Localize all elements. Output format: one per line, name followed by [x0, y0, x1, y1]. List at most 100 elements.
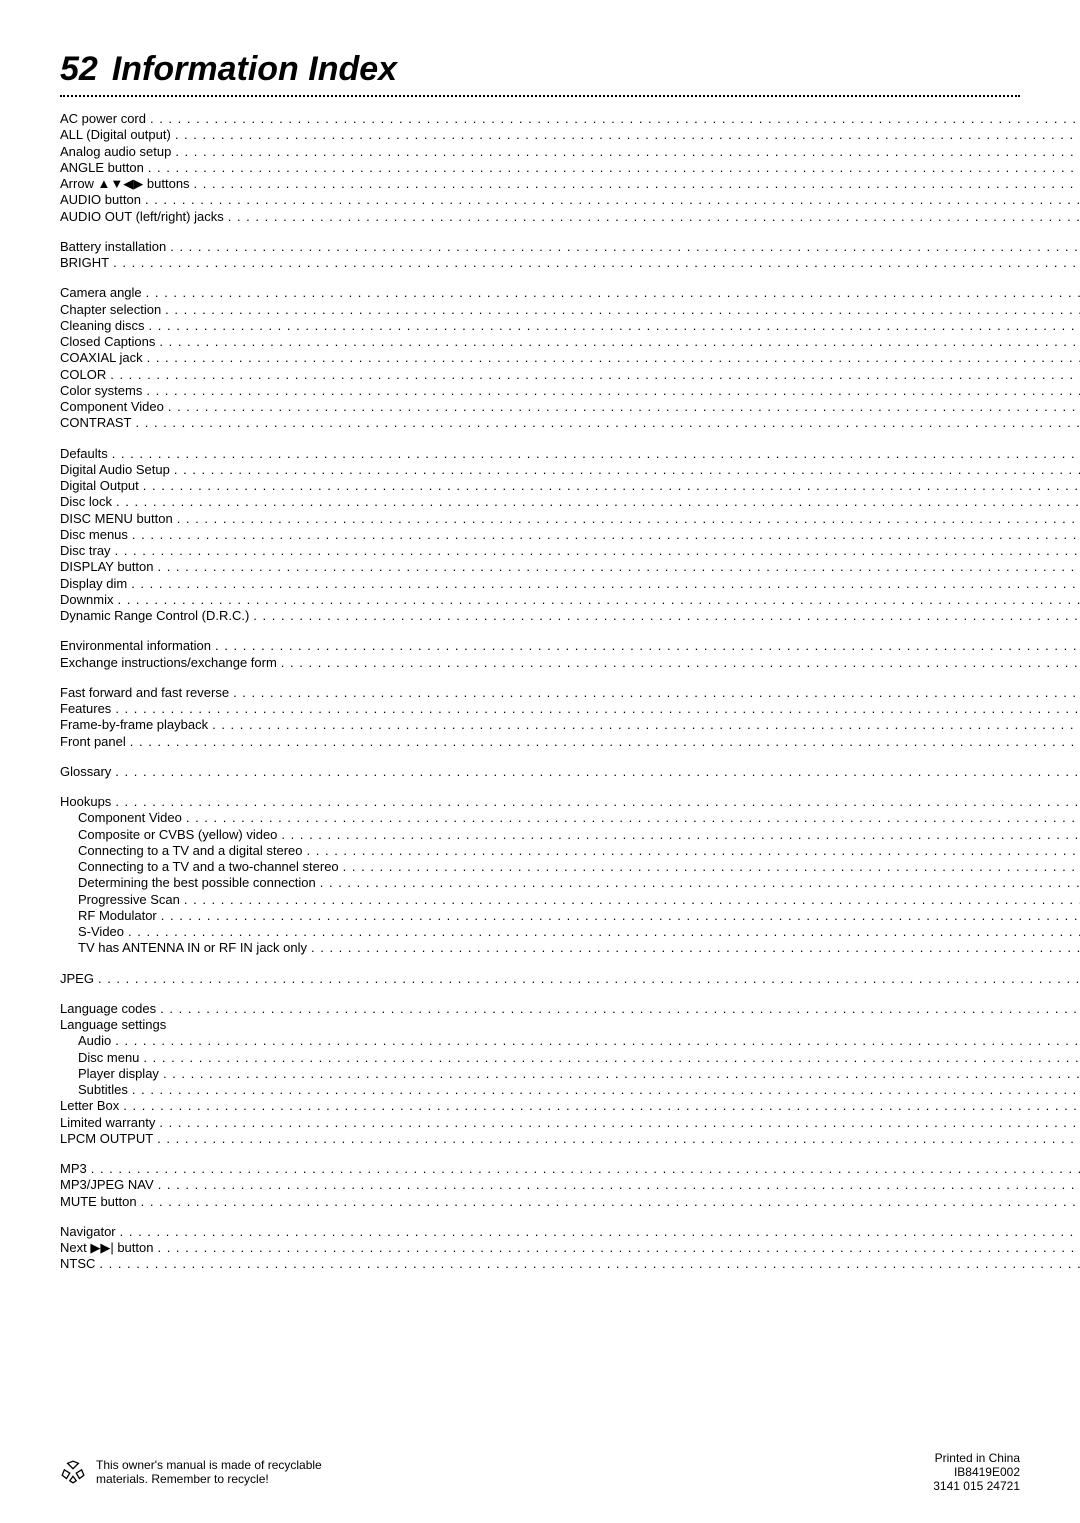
- index-entry: AUDIO button17, 25: [60, 192, 1080, 208]
- index-term: Progressive Scan: [78, 892, 180, 908]
- index-left-column: AC power cord19ALL (Digital output)40Ana…: [60, 111, 1080, 1273]
- index-term: Component Video: [60, 399, 164, 415]
- index-entry: CONTRAST36-37: [60, 415, 1080, 431]
- index-term: Disc menus: [60, 527, 128, 543]
- index-leader-dots: [112, 494, 1080, 510]
- index-term: COAXIAL jack: [60, 350, 143, 366]
- index-term: Defaults: [60, 446, 108, 462]
- index-term: COLOR: [60, 367, 106, 383]
- index-entry: Frame-by-frame playback22: [60, 717, 1080, 733]
- index-leader-dots: [155, 334, 1080, 350]
- index-leader-dots: [161, 302, 1080, 318]
- index-entry: Disc menus20: [60, 527, 1080, 543]
- index-leader-dots: [142, 383, 1080, 399]
- index-term: JPEG: [60, 971, 94, 987]
- index-term: Color systems: [60, 383, 142, 399]
- index-term: Arrow ▲▼◀▶ buttons: [60, 176, 190, 192]
- index-entry: COAXIAL jack15, 19, 40: [60, 350, 1080, 366]
- index-entry: AUDIO OUT (left/right) jacks10-14, 19: [60, 209, 1080, 225]
- index-entry: Determining the best possible connection…: [60, 875, 1080, 891]
- index-entry: Chapter selection20: [60, 302, 1080, 318]
- index-entry: Features6: [60, 701, 1080, 717]
- index-leader-dots: [94, 971, 1080, 987]
- index-entry: MUTE button17: [60, 1194, 1080, 1210]
- index-leader-dots: [208, 717, 1080, 733]
- index-leader-dots: [139, 478, 1080, 494]
- index-term: Hookups: [60, 794, 111, 810]
- index-term: Disc menu: [78, 1050, 139, 1066]
- index-entry: Connecting to a TV and a digital stereo1…: [60, 843, 1080, 859]
- index-leader-dots: [339, 859, 1080, 875]
- index-term: CONTRAST: [60, 415, 132, 431]
- footer-recycle-text: This owner's manual is made of recyclabl…: [96, 1458, 322, 1486]
- page-title: Information Index: [112, 50, 397, 89]
- index-leader-dots: [128, 1082, 1080, 1098]
- index-entry: Closed Captions42: [60, 334, 1080, 350]
- index-entry: Audio25: [60, 1033, 1080, 1049]
- index-term: Glossary: [60, 764, 111, 780]
- index-term: LPCM OUTPUT: [60, 1131, 153, 1147]
- index-leader-dots: [116, 1224, 1080, 1240]
- index-entry: Next ▶▶| button16-17, 20-21: [60, 1240, 1080, 1256]
- index-term: Dynamic Range Control (D.R.C.): [60, 608, 249, 624]
- index-leader-dots: [303, 843, 1080, 859]
- footer-left-line1: This owner's manual is made of recyclabl…: [96, 1458, 322, 1472]
- group-gap: [60, 671, 1080, 685]
- index-term: Language settings: [60, 1017, 166, 1033]
- index-leader-dots: [111, 1033, 1080, 1049]
- index-term: ANGLE button: [60, 160, 144, 176]
- index-term: Exchange instructions/exchange form: [60, 655, 277, 671]
- index-entry: MP3/JPEG NAV33: [60, 1177, 1080, 1193]
- index-term: Features: [60, 701, 111, 717]
- index-leader-dots: [159, 1066, 1080, 1082]
- index-term: Battery installation: [60, 239, 166, 255]
- index-leader-dots: [171, 127, 1080, 143]
- index-entry: Hookups9-15: [60, 794, 1080, 810]
- footer-left-line2: materials. Remember to recycle!: [96, 1472, 322, 1486]
- index-term: TV has ANTENNA IN or RF IN jack only: [78, 940, 307, 956]
- index-entry: ALL (Digital output)40: [60, 127, 1080, 143]
- index-leader-dots: [139, 1050, 1080, 1066]
- index-term: Front panel: [60, 734, 126, 750]
- index-term: Subtitles: [78, 1082, 128, 1098]
- index-term: MP3/JPEG NAV: [60, 1177, 154, 1193]
- index-term: AUDIO OUT (left/right) jacks: [60, 209, 224, 225]
- index-entry: Progressive Scan13, 38: [60, 892, 1080, 908]
- index-entry: JPEG33-34: [60, 971, 1080, 987]
- index-term: NTSC: [60, 1256, 95, 1272]
- index-leader-dots: [166, 239, 1080, 255]
- index-leader-dots: [126, 734, 1080, 750]
- recycle-icon: [60, 1459, 86, 1485]
- index-entry: Limited warranty50-51: [60, 1115, 1080, 1131]
- index-leader-dots: [153, 1131, 1080, 1147]
- index-entry: Glossary48: [60, 764, 1080, 780]
- index-entry: ANGLE button17, 23: [60, 160, 1080, 176]
- index-leader-dots: [127, 576, 1080, 592]
- index-leader-dots: [153, 1240, 1080, 1256]
- index-entry: Arrow ▲▼◀▶ buttons17, 20-21: [60, 176, 1080, 192]
- index-leader-dots: [119, 1098, 1080, 1114]
- index-entry: Cleaning discs6: [60, 318, 1080, 334]
- index-leader-dots: [153, 559, 1080, 575]
- index-term: ALL (Digital output): [60, 127, 171, 143]
- group-gap: [60, 1210, 1080, 1224]
- index-term: BRIGHT: [60, 255, 109, 271]
- group-gap: [60, 624, 1080, 638]
- index-leader-dots: [164, 399, 1080, 415]
- page-title-row: 52 Information Index: [60, 50, 1020, 89]
- index-entry: Environmental information6: [60, 638, 1080, 654]
- index-term: Navigator: [60, 1224, 116, 1240]
- group-gap: [60, 750, 1080, 764]
- index-leader-dots: [249, 608, 1080, 624]
- index-term: Connecting to a TV and a two-channel ste…: [78, 859, 339, 875]
- index-entry: Connecting to a TV and a two-channel ste…: [60, 859, 1080, 875]
- index-leader-dots: [109, 255, 1080, 271]
- index-leader-dots: [111, 701, 1080, 717]
- index-leader-dots: [229, 685, 1080, 701]
- index-entry: Battery installation8: [60, 239, 1080, 255]
- index-leader-dots: [106, 367, 1080, 383]
- index-term: DISC MENU button: [60, 511, 173, 527]
- footer-printed-in: Printed in China: [933, 1451, 1020, 1465]
- group-gap: [60, 987, 1080, 1001]
- index-leader-dots: [111, 764, 1080, 780]
